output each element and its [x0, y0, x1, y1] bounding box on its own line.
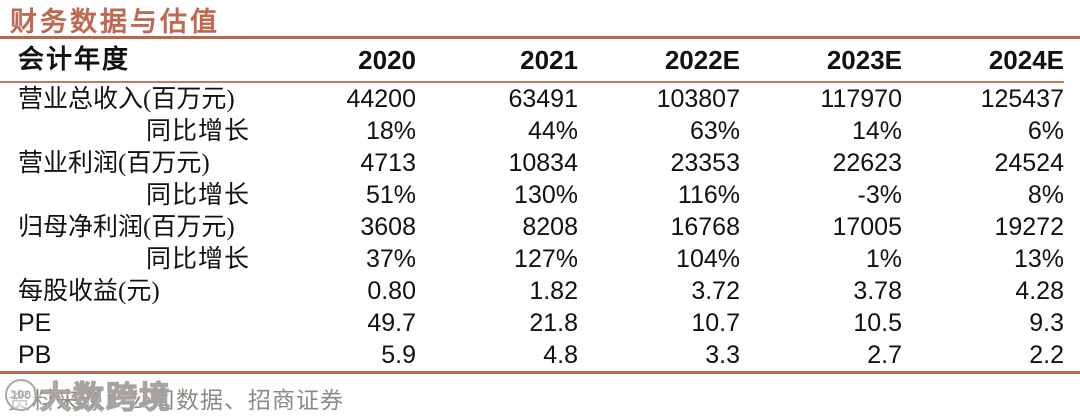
cell-label: 归母净利润(百万元) — [18, 213, 235, 241]
cell-value: 44200 — [346, 84, 416, 113]
cell-value: 21.8 — [529, 308, 578, 337]
row-pe: PE 49.7 21.8 10.7 10.5 9.3 — [0, 307, 1064, 339]
header-fiscal-year: 会计年度 — [18, 45, 131, 74]
cell-value: 116% — [677, 180, 740, 209]
bottom-rule — [0, 371, 1080, 374]
cell-value: 130% — [514, 180, 578, 209]
cell-value: 125437 — [980, 84, 1064, 113]
row-operating-profit: 营业利润(百万元) 4713 10834 23353 22623 24524 — [0, 147, 1064, 179]
cell-value: 63491 — [508, 84, 578, 113]
header-year-2024e: 2024E — [988, 45, 1064, 75]
cell-label: 同比增长 — [145, 245, 250, 273]
cell-value: 2.7 — [867, 340, 902, 369]
top-rule — [0, 36, 1080, 39]
cell-value: 24524 — [994, 148, 1064, 177]
cell-label: PE — [18, 308, 52, 337]
cell-value: 103807 — [656, 84, 740, 113]
cell-value: 16768 — [670, 212, 740, 241]
cell-value: 14% — [851, 116, 902, 145]
table-header-row: 会计年度 2020 2021 2022E 2023E 2024E — [0, 39, 1064, 83]
row-net-profit-yoy-growth: 同比增长 37% 127% 104% 1% 13% — [0, 243, 1064, 275]
cell-value: 3.78 — [853, 276, 902, 305]
header-year-2021: 2021 — [520, 45, 578, 75]
cell-value: 8% — [1027, 180, 1064, 209]
cell-value: 10.7 — [691, 308, 740, 337]
cell-label: 同比增长 — [145, 181, 250, 209]
cell-value: 51% — [365, 180, 416, 209]
cell-value: 63% — [689, 116, 740, 145]
row-total-revenue: 营业总收入(百万元) 44200 63491 103807 117970 125… — [0, 83, 1064, 115]
cell-value: 23353 — [670, 148, 740, 177]
cell-value: 13% — [1013, 244, 1064, 273]
cell-label: PB — [18, 340, 52, 369]
financial-table: 会计年度 2020 2021 2022E 2023E 2024E 营业总收入(百… — [0, 39, 1080, 371]
cell-value: 0.80 — [367, 276, 416, 305]
cell-label: 同比增长 — [145, 117, 250, 145]
row-net-profit-attributable: 归母净利润(百万元) 3608 8208 16768 17005 19272 — [0, 211, 1064, 243]
cell-value: 104% — [676, 244, 740, 273]
cell-label: 营业总收入(百万元) — [18, 85, 235, 113]
cell-value: 3608 — [360, 212, 416, 241]
cell-value: 9.3 — [1029, 308, 1064, 337]
cell-value: 1.82 — [529, 276, 578, 305]
cell-value: 127% — [514, 244, 578, 273]
source-note: 资料来源：公司数据、招商证券 — [8, 388, 344, 413]
cell-value: -3% — [857, 180, 902, 209]
cell-value: 8208 — [522, 212, 578, 241]
cell-label: 每股收益(元) — [18, 277, 160, 305]
cell-value: 3.72 — [691, 276, 740, 305]
cell-value: 4.8 — [543, 340, 578, 369]
row-revenue-yoy-growth: 同比增长 18% 44% 63% 14% 6% — [0, 115, 1064, 147]
cell-value: 3.3 — [705, 340, 740, 369]
cell-label: 营业利润(百万元) — [18, 149, 210, 177]
header-year-2020: 2020 — [358, 45, 416, 75]
cell-value: 1% — [865, 244, 902, 273]
header-year-2022e: 2022E — [664, 45, 740, 75]
cell-value: 4713 — [360, 148, 416, 177]
cell-value: 18% — [365, 116, 416, 145]
cell-value: 19272 — [994, 212, 1064, 241]
cell-value: 17005 — [832, 212, 902, 241]
cell-value: 10834 — [508, 148, 578, 177]
cell-value: 2.2 — [1029, 340, 1064, 369]
cell-value: 44% — [527, 116, 578, 145]
table-body: 营业总收入(百万元) 44200 63491 103807 117970 125… — [0, 83, 1064, 371]
cell-value: 49.7 — [367, 308, 416, 337]
cell-value: 5.9 — [381, 340, 416, 369]
cell-value: 117970 — [820, 84, 902, 113]
page-title: 财务数据与估值 — [10, 7, 220, 37]
cell-value: 4.28 — [1015, 276, 1064, 305]
cell-value: 22623 — [832, 148, 902, 177]
cell-value: 37% — [365, 244, 416, 273]
row-eps: 每股收益(元) 0.80 1.82 3.72 3.78 4.28 — [0, 275, 1064, 307]
row-operating-profit-yoy-growth: 同比增长 51% 130% 116% -3% 8% — [0, 179, 1064, 211]
cell-value: 10.5 — [853, 308, 902, 337]
row-pb: PB 5.9 4.8 3.3 2.7 2.2 — [0, 339, 1064, 371]
header-year-2023e: 2023E — [826, 45, 902, 75]
cell-value: 6% — [1027, 116, 1064, 145]
